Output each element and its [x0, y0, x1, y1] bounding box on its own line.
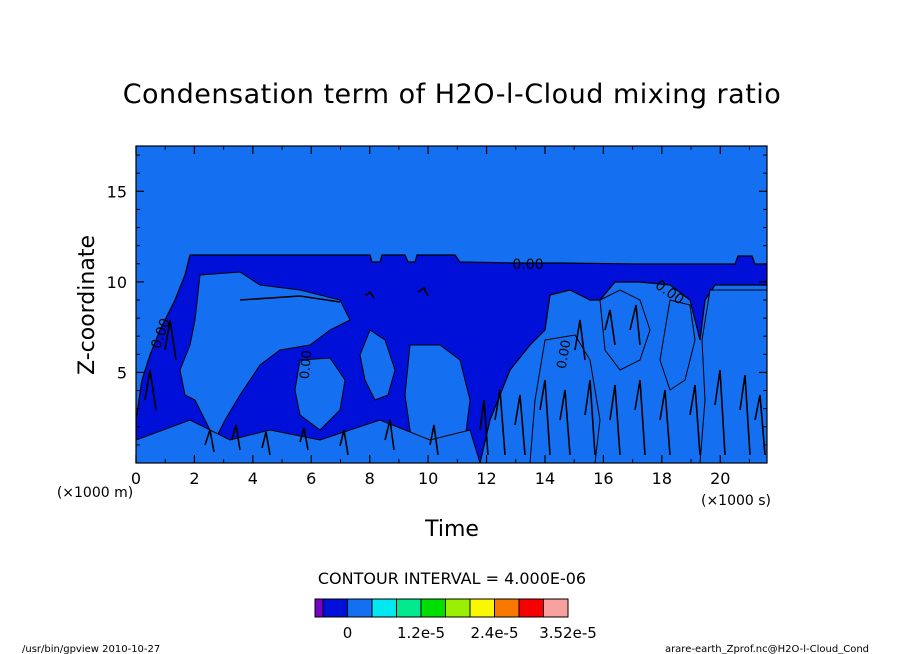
colorbar-swatch — [445, 598, 471, 618]
colorbar-swatch — [371, 598, 397, 618]
colorbar-swatch — [469, 598, 495, 618]
y-axis-label: Z-coordinate — [75, 235, 100, 375]
colorbar-label: 1.2e-5 — [397, 624, 445, 642]
contour-interval-label: CONTOUR INTERVAL = 4.000E-06 — [318, 569, 586, 588]
y-tick-label: 10 — [107, 273, 127, 292]
y-tick-label: 15 — [107, 182, 127, 201]
contour-label: 0.00 — [555, 339, 575, 370]
colorbar-swatch — [494, 598, 520, 618]
contour-label: 0.00 — [512, 257, 543, 273]
x-tick-label: 16 — [593, 469, 613, 488]
x-tick-label: 0 — [131, 469, 141, 488]
colorbar-swatch — [543, 598, 569, 618]
colorbar-label: 0 — [343, 624, 353, 642]
plot-frame — [135, 145, 768, 464]
contour-label: 0.00 — [298, 350, 315, 380]
footer-left: /usr/bin/gpview 2010-10-27 — [22, 644, 160, 654]
colorbar-label: 2.4e-5 — [470, 624, 518, 642]
x-tick-label: 10 — [418, 469, 438, 488]
x-tick-label: 20 — [710, 469, 730, 488]
colorbar-swatch — [347, 598, 373, 618]
x-tick-label: 12 — [476, 469, 496, 488]
x-axis-label: Time — [424, 517, 479, 542]
y-axis: 5 10 15 — [107, 154, 767, 446]
colorbar-swatch — [518, 598, 544, 618]
y-units-label: (×1000 m) — [57, 485, 133, 501]
colorbar-labels: 0 1.2e-5 2.4e-5 3.52e-5 — [343, 624, 597, 642]
x-tick-label: 4 — [248, 469, 258, 488]
colorbar — [314, 598, 569, 618]
plot-area: 0.00 0.00 0.00 0.00 0.00 — [136, 146, 767, 463]
colorbar-swatch — [420, 598, 446, 618]
x-axis: 0 2 4 6 8 10 12 14 16 18 20 — [131, 146, 750, 488]
x-tick-label: 2 — [189, 469, 199, 488]
colorbar-label: 3.52e-5 — [539, 624, 597, 642]
x-tick-label: 6 — [306, 469, 316, 488]
chart-title: Condensation term of H2O-l-Cloud mixing … — [123, 79, 782, 110]
colorbar-swatch — [396, 598, 422, 618]
y-tick-label: 5 — [117, 363, 127, 382]
x-units-label: (×1000 s) — [701, 493, 771, 509]
colorbar-swatch — [314, 598, 324, 618]
colorbar-swatch — [322, 598, 348, 618]
x-tick-label: 18 — [652, 469, 672, 488]
x-tick-label: 14 — [535, 469, 555, 488]
footer-right: arare-earth_Zprof.nc@H2O-l-Cloud_Cond — [665, 644, 869, 654]
x-tick-label: 8 — [365, 469, 375, 488]
